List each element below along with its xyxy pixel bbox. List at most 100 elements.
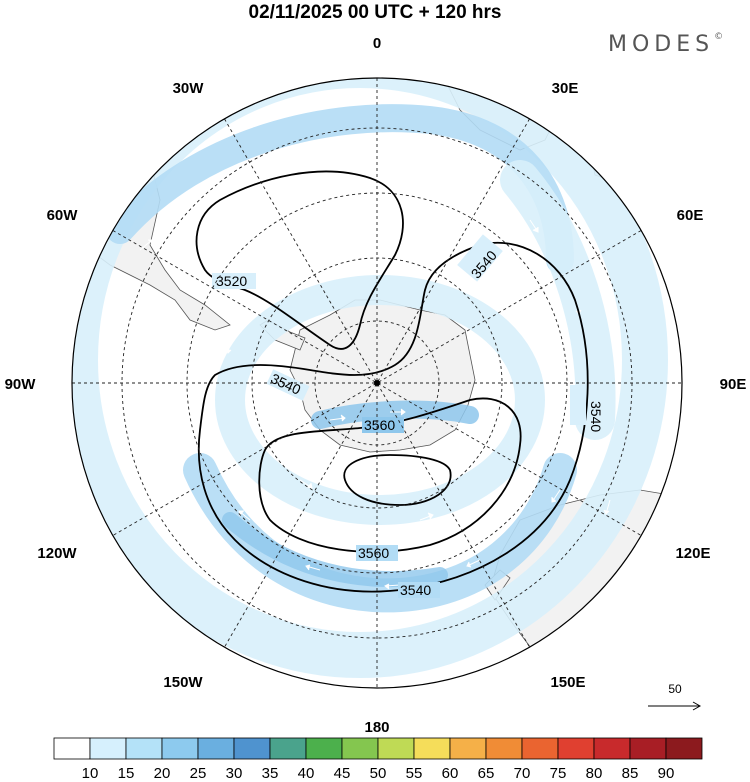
colorbar-swatch (125, 737, 163, 760)
contour-label-3560-inner: 3560 (364, 417, 395, 433)
contour-label-3520: 3520 (216, 273, 247, 289)
lon-label-30e: 30E (552, 80, 579, 97)
reference-vector: 50 (648, 682, 702, 711)
contour-3520 (195, 170, 404, 350)
colorbar-tick-label: 70 (514, 765, 531, 782)
reference-vector-arrowhead (692, 701, 702, 711)
wind-vector (419, 512, 434, 521)
colorbar-swatch (233, 737, 271, 760)
colorbar-swatch (161, 737, 199, 760)
lon-label-0: 0 (373, 35, 381, 52)
colorbar-tick-label: 20 (154, 765, 171, 782)
colorbar-swatch (557, 737, 595, 760)
lon-label-120e: 120E (675, 545, 710, 562)
colorbar-swatch (629, 737, 667, 760)
colorbar-swatch (413, 737, 451, 760)
colorbar-tick-label: 35 (262, 765, 279, 782)
wind-vector (299, 479, 313, 489)
wind-vector (529, 219, 539, 233)
wind-vector (390, 408, 406, 416)
wind-vector (118, 315, 125, 331)
lon-label-180: 180 (364, 719, 389, 736)
contour-label-bg (266, 369, 310, 401)
wind-vector (551, 489, 561, 503)
colorbar-swatch (665, 737, 703, 760)
lon-label-60w: 60W (47, 207, 79, 224)
contour-label-bg (362, 417, 404, 433)
reference-vector-label: 50 (668, 682, 682, 696)
colorbar-swatch (449, 737, 487, 760)
colorbar-swatch (521, 737, 559, 760)
colorbar-tick-label: 30 (226, 765, 243, 782)
wind-vector (139, 239, 153, 251)
map-disk: 3520 3540 3540 3540 3540 3560 3560 (72, 78, 682, 688)
colorbar-tick-label: 45 (334, 765, 351, 782)
height-contours (195, 170, 589, 593)
wind-vector (466, 559, 481, 568)
lon-label-90e: 90E (720, 376, 747, 393)
contour-3560-inner (343, 454, 452, 506)
wind-vector (329, 414, 346, 422)
wind-band-inner (215, 275, 545, 525)
south-pole-marker (374, 380, 380, 386)
wind-jet-center (311, 400, 479, 429)
lon-label-150e: 150E (550, 674, 585, 691)
longitude-labels: 0 180 90W 90E 30W 60W 30E 60E 120W 150W … (5, 35, 747, 736)
colorbar-tick-label: 65 (478, 765, 495, 782)
wind-vector (239, 158, 256, 166)
map-title: 02/11/2025 00 UTC + 120 hrs (248, 2, 502, 23)
colorbar-swatch (377, 737, 415, 760)
colorbar-tick-label: 85 (622, 765, 639, 782)
wind-vector (369, 142, 386, 149)
wind-band-outer (72, 78, 668, 678)
wind-vector (305, 564, 321, 571)
colorbar-tick-label: 25 (190, 765, 207, 782)
colorbar-tick-label: 40 (298, 765, 315, 782)
wind-vectors (111, 142, 611, 590)
wind-vector (603, 499, 611, 515)
colorbar-tick-label: 50 (370, 765, 387, 782)
colorbar-tick-label: 10 (82, 765, 99, 782)
colorbar-swatch (269, 737, 307, 760)
wind-vector (225, 339, 232, 354)
lon-label-30w: 30W (173, 80, 205, 97)
brand-name: MODES (608, 32, 715, 57)
colorbar-tick-label: 55 (406, 765, 423, 782)
map-boundary (71, 77, 683, 689)
south-america-land (89, 109, 231, 331)
colorbar-tick-label: 75 (550, 765, 567, 782)
wind-vector (439, 159, 455, 167)
graticule (72, 78, 682, 688)
wind-band-north (106, 104, 574, 274)
brand-mark: © (714, 32, 724, 42)
contour-label-bg (398, 582, 440, 598)
lon-label-150w: 150W (163, 674, 203, 691)
contour-label-bg (457, 234, 503, 282)
colorbar-swatch (53, 737, 91, 760)
wind-vector (384, 583, 401, 590)
colorbar-tick-label: 90 (658, 765, 675, 782)
contour-label-bg (570, 385, 586, 425)
colorbar-swatch (197, 737, 235, 760)
wind-vector (179, 190, 195, 201)
colorbar-swatch (593, 737, 631, 760)
colorbar-swatch (305, 737, 343, 760)
wind-vector (111, 405, 118, 421)
lon-label-60e: 60E (677, 207, 704, 224)
colorbar-swatch (341, 737, 379, 760)
colorbar-tick-label: 60 (442, 765, 459, 782)
wind-band-south-core (222, 512, 448, 588)
contour-3540-outer (197, 241, 589, 593)
contour-label-3540-s: 3540 (400, 582, 431, 598)
lon-label-120w: 120W (37, 545, 77, 562)
contour-label-bg (212, 273, 256, 289)
contour-label-3540-e: 3540 (588, 401, 604, 432)
colorbar-swatch (89, 737, 127, 760)
colorbar: 10 15 20 25 30 35 40 45 50 55 60 65 70 75 80 85 90 (53, 737, 703, 782)
contour-3560-outer (258, 397, 522, 553)
brand-logo: MODES© (608, 32, 723, 57)
colorbar-tick-label: 80 (586, 765, 603, 782)
contour-label-3560-outer: 3560 (358, 545, 389, 561)
wind-vector (449, 422, 463, 431)
